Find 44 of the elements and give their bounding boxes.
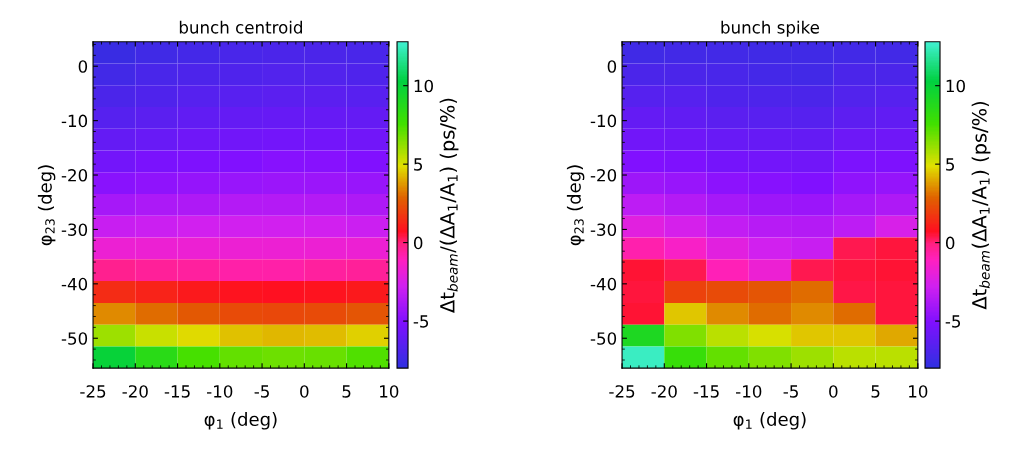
y-tick-label: -50: [590, 332, 617, 345]
x-tick-label: -25: [80, 385, 106, 398]
x-tick-label: -20: [651, 385, 677, 398]
chart-title: bunch spike: [721, 20, 820, 37]
x-tick-label: -20: [122, 385, 148, 398]
y-tick-label: -10: [61, 114, 88, 128]
color-bar-title: Δt$_{beam}$(ΔA$_{1}$/A$_{1}$) (ps/%): [971, 101, 991, 310]
x-tick-label: -10: [736, 385, 762, 398]
chart-title: bunch centroid: [179, 20, 302, 34]
y-tick-label: -40: [61, 277, 88, 291]
color-bar-label: 5: [946, 158, 955, 171]
y-axis-title: φ$_{23}$ (deg): [37, 165, 56, 246]
y-axis-title: φ$_{23}$ (deg): [566, 165, 585, 246]
x-tick-label: 10: [380, 385, 399, 398]
x-tick-label: -5: [783, 385, 798, 398]
x-tick-label: -5: [254, 385, 269, 398]
color-bar-label: 0: [413, 236, 423, 250]
y-tick-label: -30: [61, 223, 88, 236]
y-tick-label: -40: [590, 277, 617, 291]
x-axis-title: φ$_{1}$ (deg): [204, 412, 277, 430]
x-tick-label: 5: [871, 385, 880, 398]
y-tick-label: 0: [78, 60, 88, 73]
color-bar-label: 0: [945, 236, 955, 250]
x-tick-label: -10: [207, 385, 233, 398]
color-bar-label: 5: [414, 158, 423, 171]
y-tick-label: -20: [590, 168, 617, 182]
x-tick-label: 0: [829, 385, 838, 398]
x-tick-label: 5: [342, 385, 351, 398]
color-bar-label: -5: [945, 315, 961, 328]
x-tick-label: -25: [609, 385, 635, 398]
x-tick-label: 0: [300, 385, 309, 398]
x-tick-label: -15: [164, 385, 190, 398]
y-tick-label: -20: [61, 168, 88, 182]
x-axis-title: φ$_{1}$ (deg): [733, 412, 806, 430]
color-bar-label: 10: [946, 79, 965, 93]
color-bar-label: 10: [414, 79, 433, 93]
y-tick-label: 0: [607, 60, 617, 73]
x-tick-label: 10: [909, 385, 928, 398]
y-tick-label: -10: [590, 114, 617, 128]
x-tick-label: -15: [693, 385, 719, 398]
color-bar-title: Δt$_{beam}$/(ΔA$_{1}$/A$_{1}$) (ps/%): [439, 98, 459, 313]
y-tick-label: -30: [590, 223, 617, 236]
color-bar-label: -5: [413, 315, 429, 328]
y-tick-label: -50: [61, 332, 88, 345]
